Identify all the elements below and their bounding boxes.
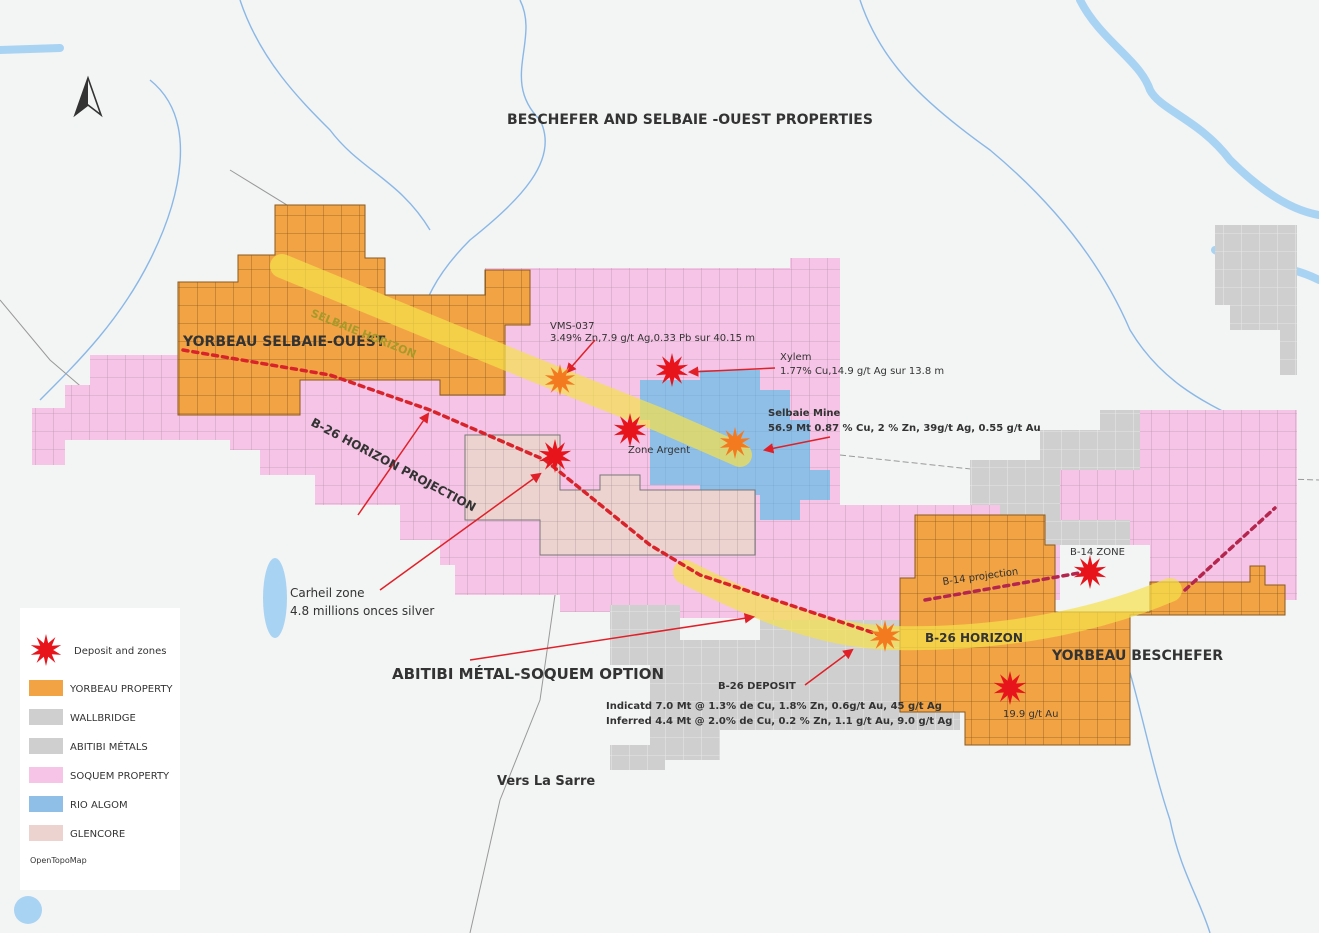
label: 1.77% Cu,14.9 g/t Ag sur 13.8 m xyxy=(780,366,944,377)
label: B-26 DEPOSIT xyxy=(718,681,796,692)
label: Indicatd 7.0 Mt @ 1.3% de Cu, 1.8% Zn, 0… xyxy=(606,701,942,712)
label: YORBEAU SELBAIE-OUEST xyxy=(182,334,386,350)
label: Vers La Sarre xyxy=(497,774,595,789)
legend-swatch xyxy=(29,796,63,812)
legend-label: YORBEAU PROPERTY xyxy=(69,684,173,695)
legend-swatch xyxy=(29,709,63,725)
label: Xylem xyxy=(780,352,811,363)
label: ABITIBI MÉTAL-SOQUEM OPTION xyxy=(392,664,664,683)
yorbeau-beschefer-claims xyxy=(899,514,1286,746)
legend-swatch xyxy=(29,680,63,696)
credit: OpenTopoMap xyxy=(30,856,87,865)
north-arrow xyxy=(73,75,103,118)
deposits xyxy=(538,353,1107,705)
legend-label: SOQUEM PROPERTY xyxy=(70,771,170,782)
map-title: BESCHEFER AND SELBAIE -OUEST PROPERTIES xyxy=(507,112,873,128)
label: 19.9 g/t Au xyxy=(1003,709,1058,720)
deposit-star xyxy=(993,671,1027,705)
glencore-claims xyxy=(464,434,756,556)
deposit-star xyxy=(30,634,62,666)
deposit-star xyxy=(1073,555,1107,589)
legend-label: GLENCORE xyxy=(70,829,125,840)
legend-label: RIO ALGOM xyxy=(70,800,128,811)
legend-label: WALLBRIDGE xyxy=(70,713,136,724)
legend: Deposit and zones YORBEAU PROPERTY WALLB… xyxy=(20,608,180,890)
label: Inferred 4.4 Mt @ 2.0% de Cu, 0.2 % Zn, … xyxy=(606,716,952,727)
label: Carheil zone xyxy=(290,586,365,600)
label: 4.8 millions onces silver xyxy=(290,604,434,618)
label: B-14 ZONE xyxy=(1070,547,1125,558)
deposit-star xyxy=(869,620,901,652)
label: 56.9 Mt 0.87 % Cu, 2 % Zn, 39g/t Ag, 0.5… xyxy=(768,423,1041,434)
label: Selbaie Mine xyxy=(768,408,841,419)
deposit-star xyxy=(538,439,572,473)
label: Zone Argent xyxy=(628,445,690,456)
deposit-star xyxy=(613,413,647,447)
legend-swatch xyxy=(29,767,63,783)
deposit-star xyxy=(719,427,751,459)
arrows xyxy=(357,339,854,686)
deposit-star xyxy=(655,353,689,387)
label: B-26 HORIZON xyxy=(925,631,1023,645)
label: VMS-037 xyxy=(550,321,595,332)
legend-swatch xyxy=(29,738,63,754)
legend-label: ABITIBI MÉTALS xyxy=(70,740,148,753)
deposit-star xyxy=(544,364,576,396)
legend-symbol xyxy=(30,634,62,666)
label: YORBEAU BESCHEFER xyxy=(1051,648,1223,664)
legend-swatch xyxy=(29,825,63,841)
label: 3.49% Zn,7.9 g/t Ag,0.33 Pb sur 40.15 m xyxy=(550,333,755,344)
legend-label: Deposit and zones xyxy=(74,646,166,657)
